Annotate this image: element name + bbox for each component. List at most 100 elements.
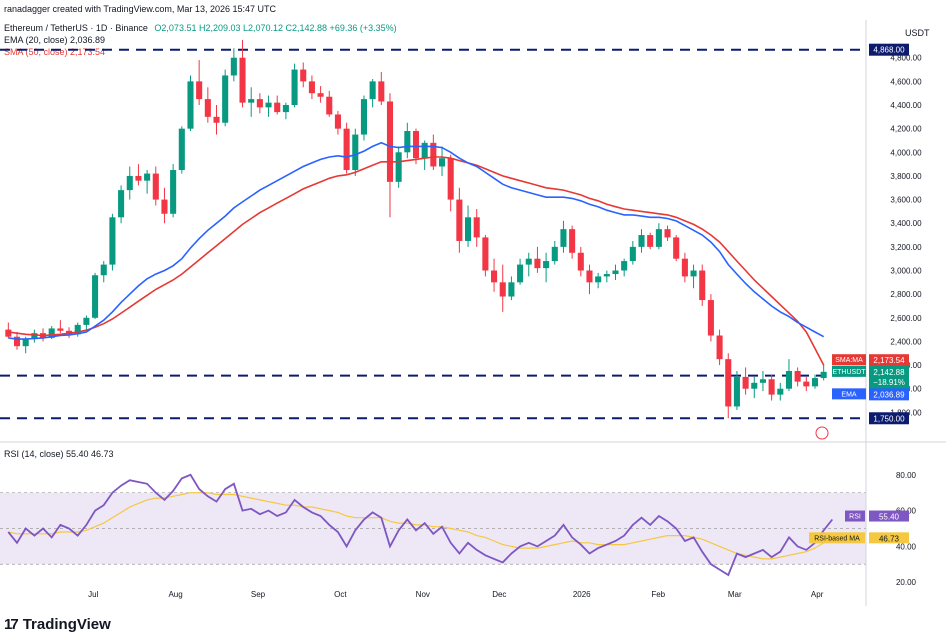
candle-body (777, 388, 784, 395)
candle-body (317, 93, 324, 97)
price-tick-label: 3,000.00 (890, 267, 922, 276)
candle-body (369, 81, 376, 100)
price-badge-bg (869, 354, 909, 367)
candle-body (204, 99, 211, 117)
price-badge-value: 2,036.89 (873, 390, 905, 399)
candle-body (560, 229, 567, 247)
price-badge-value: 2,142.88 (873, 368, 905, 377)
rsi-badge-value: 46.73 (879, 534, 900, 543)
candle-body (326, 96, 333, 115)
price-tick-label: 4,200.00 (890, 125, 922, 134)
axes: 1,800.002,000.002,200.002,400.002,600.00… (0, 20, 946, 606)
rsi-pane (0, 473, 866, 577)
candle-body (482, 237, 489, 271)
candle-body (491, 270, 498, 283)
candle-body (577, 252, 584, 271)
candle-body (569, 229, 576, 253)
candle-body (473, 217, 480, 238)
candle-body (300, 69, 307, 82)
candle-body (144, 173, 151, 181)
candle-body (638, 235, 645, 247)
price-tick-label: 4,600.00 (890, 77, 922, 86)
price-tick-label: 4,800.00 (890, 54, 922, 63)
price-tick-label: 3,800.00 (890, 172, 922, 181)
candle-body (421, 142, 428, 159)
price-badge-name-bg (832, 354, 866, 366)
ema-legend[interactable]: EMA (20, close) 2,036.89 (4, 35, 106, 45)
alert-icon (815, 426, 829, 440)
candle-body (811, 378, 819, 387)
x-tick-label: Jul (88, 590, 98, 599)
price-tick-label: 4,400.00 (890, 101, 922, 110)
x-tick-label: Oct (334, 590, 347, 599)
rsi-legend[interactable]: RSI (14, close) 55.40 46.73 (4, 449, 114, 459)
candle-body (109, 217, 116, 265)
candle-body (187, 81, 194, 129)
candle-body (118, 190, 125, 218)
candle-body (386, 101, 394, 182)
currency-label: USDT (905, 28, 930, 38)
candle-body (334, 114, 341, 129)
rsi-badge-name-bg (845, 510, 865, 522)
candle-body (256, 99, 263, 108)
candle-body (395, 152, 402, 182)
candle-body (430, 142, 437, 167)
candle-body (239, 57, 246, 103)
price-tick-label: 2,600.00 (890, 314, 922, 323)
candle-body (759, 379, 766, 383)
sma-legend[interactable]: SMA (50, close) 2,173.54 (4, 47, 106, 57)
rsi-badge-name: RSI (849, 514, 861, 521)
candle-body (352, 134, 359, 171)
candle-body (629, 246, 636, 262)
candle-body (83, 317, 90, 325)
candle-body (265, 102, 272, 108)
symbol-title[interactable]: Ethereum / TetherUS · 1D · Binance (4, 23, 148, 33)
candle-body (707, 300, 714, 336)
candle-body (595, 276, 602, 283)
price-badge-name-bg (832, 388, 866, 400)
ohlc-values: O2,073.51 H2,209.03 L2,070.12 C2,142.88 … (154, 23, 397, 33)
candle-body (733, 376, 740, 407)
candle-body (438, 158, 446, 167)
rsi-badge-name: RSI-based MA (814, 535, 860, 542)
candle-body (57, 328, 64, 331)
rsi-badge-name-bg (809, 532, 865, 544)
x-tick-label: Aug (168, 590, 182, 599)
price-badge-name: SMA:MA (835, 357, 863, 364)
candle-body (647, 235, 654, 247)
candle-body (456, 199, 463, 241)
candle-body (525, 258, 532, 265)
rsi-badge-bg (869, 510, 909, 522)
candle-body (673, 237, 680, 259)
candle-body (412, 131, 420, 159)
candle-body (31, 333, 38, 340)
candle-body (161, 199, 168, 214)
candle-body (655, 229, 662, 247)
candle-body (230, 57, 237, 76)
candle-body (126, 175, 133, 191)
sma-50-line (8, 156, 825, 366)
tradingview-brand[interactable]: 17 TradingView (4, 616, 111, 633)
candle-body (92, 275, 99, 318)
rsi-tick-label: 40.00 (896, 542, 917, 551)
candle-body (196, 81, 203, 100)
credit-line: ranadagger created with TradingView.com,… (4, 4, 276, 14)
candle-body (586, 270, 593, 283)
candle-body (534, 258, 541, 269)
candle-body (74, 324, 81, 335)
price-badge-bg (869, 388, 909, 401)
candle-body (621, 261, 628, 271)
x-tick-label: Nov (416, 590, 430, 599)
candle-body (508, 282, 515, 297)
rsi-tick-label: 80.00 (896, 471, 917, 480)
price-badge-name: EMA (841, 391, 857, 398)
candle-body (690, 270, 697, 277)
price-tick-label: 2,800.00 (890, 290, 922, 299)
candle-body (360, 99, 367, 135)
candle-body (291, 69, 298, 106)
candle-body (751, 382, 758, 389)
candle-body (248, 99, 255, 103)
candle-body (308, 81, 315, 94)
level-badge (869, 43, 909, 56)
